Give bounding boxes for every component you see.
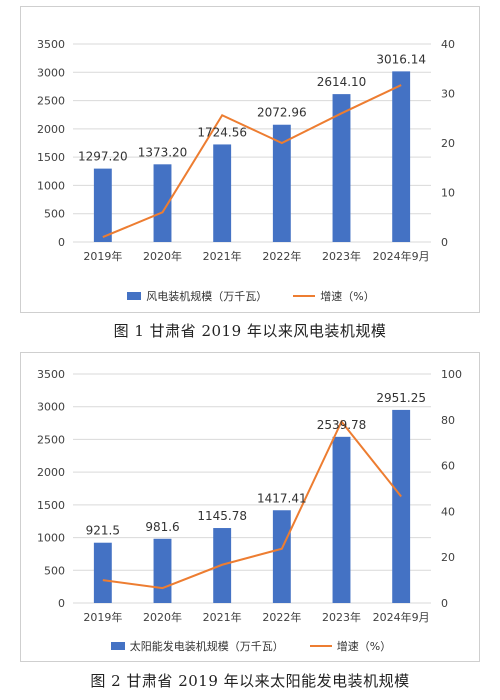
bar-value-label: 921.5 xyxy=(86,524,120,538)
bar xyxy=(93,542,112,603)
bar xyxy=(272,124,291,242)
figure-2-caption: 图 2 甘肃省 2019 年以来太阳能发电装机规模 xyxy=(90,672,410,690)
bar-value-label: 3016.14 xyxy=(376,52,426,66)
y2-tick-label: 40 xyxy=(441,505,455,518)
bar-value-label: 1373.20 xyxy=(138,145,188,159)
bar xyxy=(392,71,411,242)
y-tick-label: 1000 xyxy=(37,532,65,545)
wind-chart-panel: 0 500 1000 1500 2000 2500 3000 3500 0 10 20 30 40 129… xyxy=(20,6,480,313)
bar xyxy=(153,538,172,603)
bar-value-label: 1145.78 xyxy=(197,509,247,523)
x-tick-label: 2019年 xyxy=(83,610,122,624)
x-tick-label: 2020年 xyxy=(143,249,182,263)
y-tick-label: 1500 xyxy=(37,151,65,164)
solar-chart-plot: 0 500 1000 1500 2000 2500 3000 3500 0 20 40 60 80 100… xyxy=(37,368,462,624)
y2-tick-label: 30 xyxy=(441,88,455,101)
legend-line-swatch xyxy=(309,645,332,647)
y-tick-label: 0 xyxy=(58,597,65,610)
growth-line xyxy=(102,84,402,238)
y2-tick-label: 40 xyxy=(441,38,455,51)
x-tick-label: 2021年 xyxy=(203,249,242,263)
bar xyxy=(153,164,172,242)
wind-chart-legend: 风电装机规模（万千瓦） 增速（%） xyxy=(21,288,481,304)
bar xyxy=(332,94,351,242)
y2-tick-label: 100 xyxy=(441,368,462,381)
legend-item-bar: 风电装机规模（万千瓦） xyxy=(127,288,267,304)
y-tick-label: 3500 xyxy=(37,368,65,381)
x-tick-label: 2022年 xyxy=(262,249,301,263)
legend-item-bar: 太阳能发电装机规模（万千瓦） xyxy=(110,638,284,654)
legend-line-label: 增速（%） xyxy=(336,640,392,653)
bar-value-label: 1724.56 xyxy=(197,125,247,139)
y-tick-label: 2000 xyxy=(37,466,65,479)
legend-item-line: 增速（%） xyxy=(293,288,375,304)
y-tick-label: 500 xyxy=(44,208,65,221)
bar xyxy=(272,510,291,603)
legend-line-label: 增速（%） xyxy=(320,290,375,303)
y2-tick-label: 20 xyxy=(441,137,455,150)
y-tick-label: 3000 xyxy=(37,401,65,414)
y2-tick-label: 10 xyxy=(441,187,455,200)
bar-value-label: 2614.10 xyxy=(317,75,367,89)
y-tick-label: 3500 xyxy=(37,38,65,51)
legend-bar-label: 太阳能发电装机规模（万千瓦） xyxy=(129,640,284,653)
x-tick-label: 2024年9月 xyxy=(373,610,430,624)
x-tick-label: 2023年 xyxy=(322,249,361,263)
solar-chart-panel: 0 500 1000 1500 2000 2500 3000 3500 0 20 40 60 80 100… xyxy=(20,352,480,662)
legend-item-line: 增速（%） xyxy=(309,638,392,654)
bar xyxy=(213,144,232,242)
bar xyxy=(332,436,351,603)
x-tick-label: 2019年 xyxy=(83,249,122,263)
y-tick-label: 1500 xyxy=(37,499,65,512)
y2-tick-label: 80 xyxy=(441,414,455,427)
x-tick-label: 2022年 xyxy=(262,610,301,624)
bar-value-label: 981.6 xyxy=(145,520,179,534)
y-tick-label: 2000 xyxy=(37,123,65,136)
bar xyxy=(392,409,411,603)
y-tick-label: 0 xyxy=(58,236,65,249)
x-tick-label: 2024年9月 xyxy=(373,249,430,263)
y-tick-label: 3000 xyxy=(37,66,65,79)
wind-chart-plot: 0 500 1000 1500 2000 2500 3000 3500 0 10 20 30 40 129… xyxy=(37,38,455,263)
y-tick-label: 2500 xyxy=(37,95,65,108)
bar-value-label: 2951.25 xyxy=(376,391,426,405)
y-tick-label: 2500 xyxy=(37,433,65,446)
bar xyxy=(93,168,112,242)
bar-value-label: 2072.96 xyxy=(257,106,307,120)
y2-tick-label: 20 xyxy=(441,551,455,564)
bar-value-label: 1297.20 xyxy=(78,150,128,164)
y2-tick-label: 0 xyxy=(441,597,448,610)
x-tick-label: 2020年 xyxy=(143,610,182,624)
y2-tick-label: 0 xyxy=(441,236,448,249)
solar-chart-legend: 太阳能发电装机规模（万千瓦） 增速（%） xyxy=(21,638,481,654)
legend-bar-swatch xyxy=(127,292,142,300)
bar-value-label: 2539.78 xyxy=(317,418,367,432)
growth-line xyxy=(102,419,402,590)
bar-value-label: 1417.41 xyxy=(257,491,307,505)
y-tick-label: 1000 xyxy=(37,179,65,192)
x-tick-label: 2021年 xyxy=(203,610,242,624)
y-tick-label: 500 xyxy=(44,564,65,577)
figure-1-caption: 图 1 甘肃省 2019 年以来风电装机规模 xyxy=(113,322,387,340)
x-tick-label: 2023年 xyxy=(322,610,361,624)
y2-tick-label: 60 xyxy=(441,460,455,473)
legend-bar-swatch xyxy=(110,642,125,650)
legend-bar-label: 风电装机规模（万千瓦） xyxy=(146,290,268,303)
legend-line-swatch xyxy=(293,295,316,297)
